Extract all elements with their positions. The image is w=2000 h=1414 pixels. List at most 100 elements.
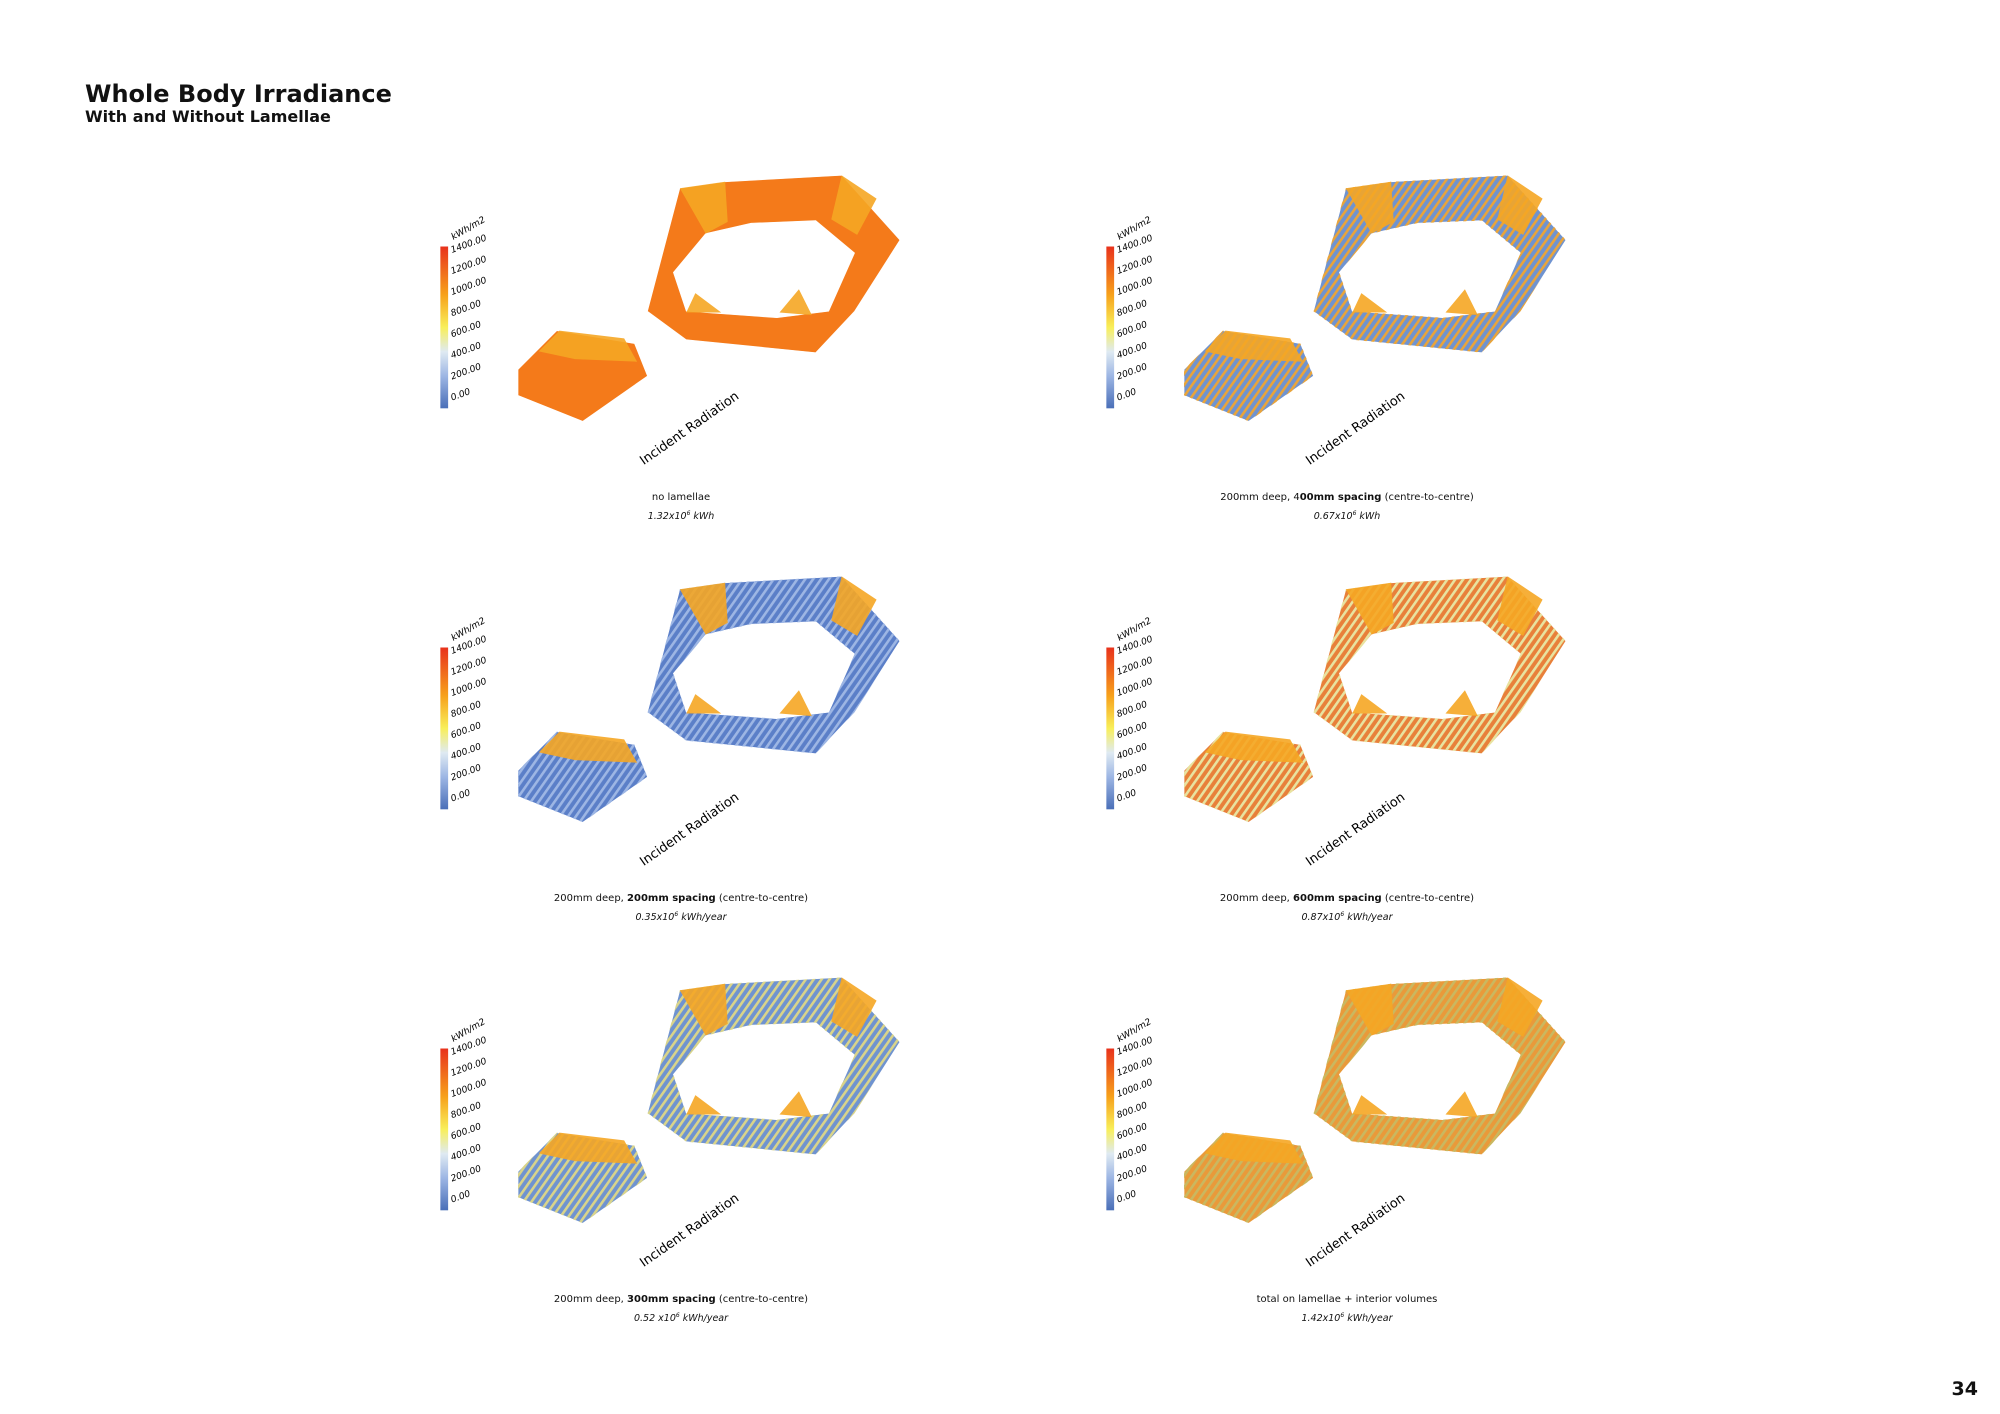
legend-label: 1200.00 bbox=[450, 255, 489, 277]
page-number: 34 bbox=[1951, 1378, 1978, 1400]
legend-label: 800.00 bbox=[450, 299, 483, 319]
rendering: kWh/m21400.001200.001000.00800.00600.004… bbox=[1106, 575, 1567, 870]
legend-label: 1200.00 bbox=[1116, 255, 1155, 277]
legend-label: 200.00 bbox=[1116, 763, 1149, 783]
rendering: kWh/m21400.001200.001000.00800.00600.004… bbox=[1106, 976, 1567, 1271]
value: 0.67x106 kWh bbox=[1096, 510, 1598, 522]
legend-label: 800.00 bbox=[450, 700, 483, 720]
axis-label: Incident Radiation bbox=[637, 389, 742, 469]
roof bbox=[538, 576, 877, 763]
legend-label: 1000.00 bbox=[1116, 677, 1155, 699]
legend-bar bbox=[1106, 1048, 1115, 1211]
legend-label: 200.00 bbox=[450, 362, 483, 382]
subtitle: With and Without Lamellae bbox=[85, 107, 331, 126]
value-exp: 6 bbox=[1352, 510, 1357, 517]
legend-label: 400.00 bbox=[1116, 1143, 1149, 1163]
caption-part: total on lamellae + interior volumes bbox=[1256, 1294, 1438, 1305]
caption-part: 300mm spacing bbox=[627, 1294, 716, 1305]
value: 1.32x106 kWh bbox=[430, 510, 932, 522]
rendering: kWh/m21400.001200.001000.00800.00600.004… bbox=[440, 575, 901, 870]
legend-label: 0.00 bbox=[450, 1189, 473, 1205]
legend-label: 600.00 bbox=[1116, 1122, 1149, 1142]
legend-label: 600.00 bbox=[450, 320, 483, 340]
legend-bar bbox=[1106, 246, 1115, 409]
legend-label: 1200.00 bbox=[450, 1057, 489, 1079]
caption: 200mm deep, 300mm spacing (centre-to-cen… bbox=[430, 1294, 932, 1305]
legend-label: 800.00 bbox=[1116, 700, 1149, 720]
caption-part: (centre-to-centre) bbox=[1381, 893, 1475, 904]
value-unit: kWh bbox=[1359, 511, 1381, 523]
value: 0.35x106 kWh/year bbox=[430, 911, 932, 923]
value-unit: kWh/year bbox=[1347, 1313, 1393, 1325]
legend-label: 800.00 bbox=[1116, 1101, 1149, 1121]
axis-label: Incident Radiation bbox=[637, 1191, 742, 1271]
legend-label: 0.00 bbox=[1116, 788, 1139, 804]
panel: kWh/m2 1400.00 1200.00 1000.00 800.00 600.00 4… bbox=[1096, 972, 1795, 1372]
legend-label: 0.00 bbox=[450, 387, 473, 403]
value-exp: 6 bbox=[674, 911, 679, 918]
caption: no lamellae bbox=[430, 492, 932, 503]
legend-bar bbox=[440, 647, 449, 810]
legend-bar bbox=[1106, 647, 1115, 810]
legend-label: 1200.00 bbox=[450, 656, 489, 678]
caption-part: 00mm spacing bbox=[1299, 492, 1382, 503]
axis-label: Incident Radiation bbox=[1303, 790, 1408, 870]
panel: kWh/m2 1400.00 1200.00 1000.00 800.00 600.00 4… bbox=[1096, 170, 1795, 570]
legend-label: 0.00 bbox=[1116, 387, 1139, 403]
caption-part: (centre-to-centre) bbox=[1381, 492, 1474, 503]
caption-part: (centre-to-centre) bbox=[715, 1294, 809, 1305]
value-exp: 6 bbox=[686, 510, 691, 517]
value-base: 0.67x10 bbox=[1313, 511, 1353, 523]
legend-label: 600.00 bbox=[450, 1122, 483, 1142]
caption: 200mm deep, 400mm spacing (centre-to-cen… bbox=[1096, 492, 1598, 503]
legend-label: 200.00 bbox=[1116, 1164, 1149, 1184]
legend-label: 0.00 bbox=[1116, 1189, 1139, 1205]
value-base: 1.42x10 bbox=[1301, 1313, 1341, 1325]
caption-part: 200mm deep, bbox=[553, 893, 628, 904]
value-exp: 6 bbox=[675, 1312, 680, 1319]
axis-label: Incident Radiation bbox=[637, 790, 742, 870]
value-base: 0.35x10 bbox=[635, 912, 675, 924]
legend-label: 600.00 bbox=[1116, 721, 1149, 741]
legend-label: 200.00 bbox=[1116, 362, 1149, 382]
roof bbox=[538, 977, 877, 1164]
caption-part: 200mm spacing bbox=[627, 893, 716, 904]
value-base: 1.32x10 bbox=[647, 511, 687, 523]
roof bbox=[1204, 576, 1543, 763]
legend-label: 1000.00 bbox=[1116, 276, 1155, 298]
legend-label: 800.00 bbox=[1116, 299, 1149, 319]
value-unit: kWh/year bbox=[682, 1313, 729, 1325]
legend-bar bbox=[440, 1048, 449, 1211]
caption-part: 200mm deep, bbox=[1219, 893, 1294, 904]
value-base: 0.52 x10 bbox=[633, 1313, 676, 1325]
caption: 200mm deep, 600mm spacing (centre-to-cen… bbox=[1096, 893, 1598, 904]
caption-part: 600mm spacing bbox=[1293, 893, 1382, 904]
legend-label: 1000.00 bbox=[450, 276, 489, 298]
legend-bar bbox=[440, 246, 449, 409]
caption: total on lamellae + interior volumes bbox=[1096, 1294, 1598, 1305]
legend-label: 400.00 bbox=[1116, 742, 1149, 762]
value-unit: kWh/year bbox=[1347, 912, 1393, 924]
roof bbox=[1204, 977, 1543, 1164]
legend-label: 400.00 bbox=[450, 341, 483, 361]
legend-label: 200.00 bbox=[450, 1164, 483, 1184]
value-base: 0.87x10 bbox=[1301, 912, 1341, 924]
legend-label: 800.00 bbox=[450, 1101, 483, 1121]
legend-label: 400.00 bbox=[1116, 341, 1149, 361]
value-exp: 6 bbox=[1340, 911, 1345, 918]
panel: kWh/m2 1400.00 1200.00 1000.00 800.00 600.00 4… bbox=[430, 972, 1129, 1372]
legend-label: 400.00 bbox=[450, 1143, 483, 1163]
value: 1.42x106 kWh/year bbox=[1096, 1312, 1598, 1324]
caption-part: no lamellae bbox=[651, 492, 711, 503]
legend-label: 1200.00 bbox=[1116, 1057, 1155, 1079]
value-unit: kWh/year bbox=[681, 912, 727, 924]
panel: kWh/m2 1400.00 1200.00 1000.00 800.00 600.00 4… bbox=[430, 170, 1129, 570]
value-unit: kWh bbox=[693, 511, 715, 523]
legend-label: 200.00 bbox=[450, 763, 483, 783]
title: Whole Body Irradiance bbox=[85, 80, 392, 108]
legend-label: 400.00 bbox=[450, 742, 483, 762]
caption: 200mm deep, 200mm spacing (centre-to-cen… bbox=[430, 893, 932, 904]
panel: kWh/m2 1400.00 1200.00 1000.00 800.00 600.00 4… bbox=[1096, 571, 1795, 971]
legend-label: 600.00 bbox=[1116, 320, 1149, 340]
